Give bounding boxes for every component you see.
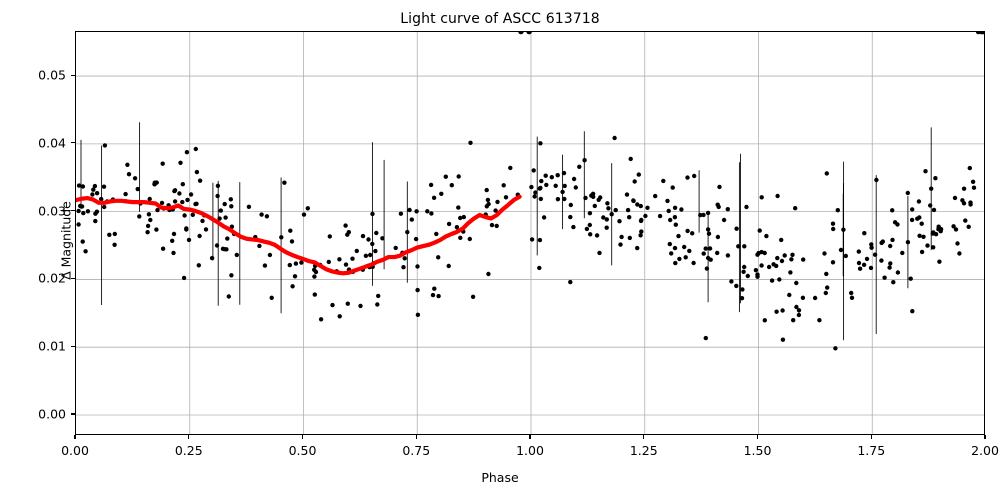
x-tick-mark [529, 435, 531, 439]
plot-area [75, 31, 985, 435]
y-tick-label: 0.00 [38, 406, 66, 422]
x-tick-mark [870, 435, 872, 439]
y-tick-mark [71, 142, 75, 144]
x-tick-label: 2.00 [971, 443, 999, 458]
x-tick-label: 0.00 [61, 443, 89, 458]
y-tick-mark [71, 413, 75, 415]
y-axis-label: Δ Magnitude [58, 201, 74, 280]
x-tick-label: 0.25 [174, 443, 203, 458]
mean-light-curve [76, 194, 522, 276]
y-tick-mark [71, 210, 75, 212]
y-tick-label: 0.02 [38, 270, 66, 286]
x-tick-mark [301, 435, 304, 439]
x-tick-mark [74, 435, 76, 439]
y-tick-label: 0.04 [38, 135, 66, 151]
x-tick-label: 1.50 [743, 443, 772, 458]
x-axis-label: Phase [481, 470, 519, 485]
x-tick-mark [415, 435, 417, 439]
photometry-points [76, 32, 984, 351]
x-tick-label: 0.50 [288, 443, 317, 458]
y-tick-label: 0.05 [38, 67, 66, 83]
x-tick-mark [756, 435, 759, 439]
y-tick-mark [71, 277, 75, 279]
gridlines [76, 32, 984, 434]
x-tick-label: 1.75 [857, 443, 886, 458]
y-tick-mark [71, 74, 75, 76]
y-tick-label: 0.03 [38, 203, 66, 219]
x-tick-mark [643, 435, 645, 439]
y-tick-mark [71, 345, 75, 347]
x-tick-mark [984, 435, 986, 439]
page-title: Light curve of ASCC 613718 [400, 11, 600, 27]
x-tick-label: 1.00 [516, 443, 544, 458]
x-tick-label: 1.25 [629, 443, 658, 458]
y-tick-label: 0.01 [38, 338, 66, 354]
plot-canvas [76, 32, 984, 434]
x-tick-label: 0.75 [402, 443, 431, 458]
x-tick-mark [188, 435, 190, 439]
